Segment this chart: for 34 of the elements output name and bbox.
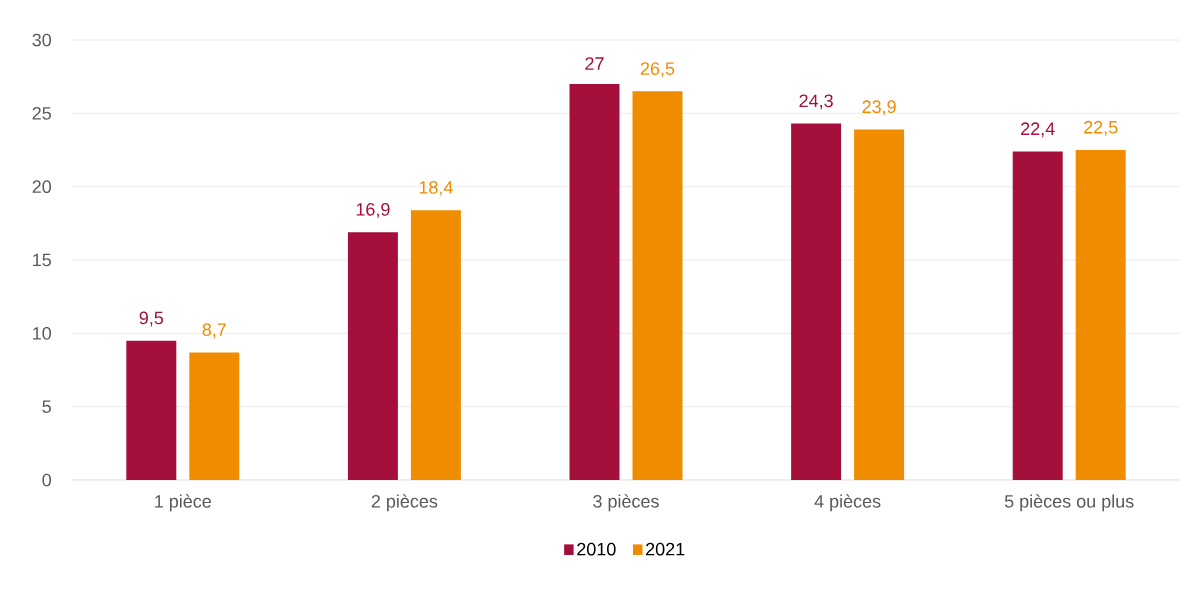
bar [189, 352, 240, 480]
x-tick-label: 4 pièces [814, 494, 881, 512]
legend-label: 2021 [646, 542, 685, 556]
data-label: 16,9 [356, 203, 390, 218]
y-tick-label: 15 [33, 253, 51, 267]
bar [347, 232, 398, 480]
data-label: 9,5 [139, 311, 164, 327]
y-tick-label: 20 [32, 180, 52, 194]
data-label: 26,5 [640, 62, 675, 78]
bar [126, 340, 177, 480]
y-tick-label: 30 [32, 33, 52, 47]
y-tick-label: 10 [33, 326, 52, 340]
y-tick-label: 0 [42, 473, 52, 487]
x-tick-label: 2 pièces [371, 494, 438, 512]
bar [791, 123, 842, 480]
bar [569, 84, 620, 480]
y-tick-label: 25 [32, 106, 51, 120]
data-label: 18,4 [419, 181, 453, 196]
data-label: 23,9 [862, 100, 896, 116]
legend-label: 2010 [577, 542, 616, 556]
data-label: 22,4 [1021, 122, 1055, 138]
x-tick-label: 1 pièce [155, 494, 212, 512]
x-tick-label: 5 pièces ou plus [1004, 494, 1134, 512]
bar [854, 129, 905, 480]
bar [410, 210, 461, 480]
data-label: 24,3 [799, 94, 833, 110]
bar [1075, 150, 1126, 480]
y-tick-label: 5 [42, 400, 51, 413]
data-label: 8,7 [202, 323, 226, 339]
bar [1012, 151, 1063, 480]
bar [632, 91, 683, 480]
x-tick-label: 3 pièces [593, 494, 659, 512]
data-label: 27 [585, 57, 604, 70]
data-label: 22,5 [1084, 120, 1118, 136]
